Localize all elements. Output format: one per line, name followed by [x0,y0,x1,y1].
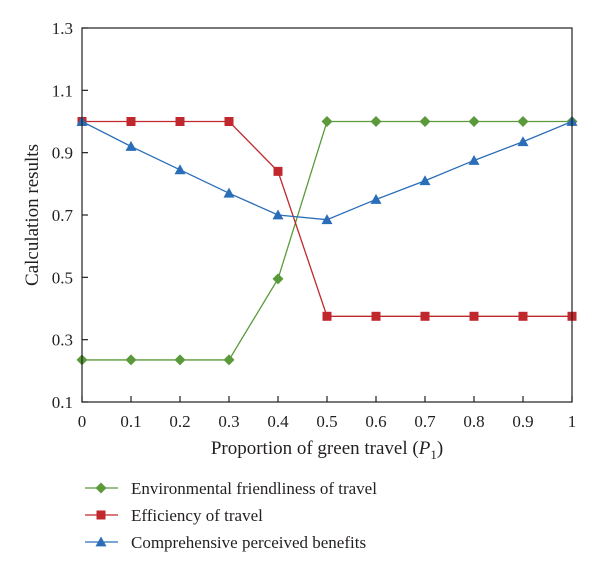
legend-marker-square-icon [96,510,106,520]
legend-label: Efficiency of travel [131,506,263,525]
legend-item-efficiency: Efficiency of travel [85,506,263,525]
legend: Environmental friendliness of travel Effi… [85,479,377,552]
y-tick-label: 0.1 [52,393,73,412]
x-axis-title-subscript: 1 [430,447,437,462]
data-point-efficiency [469,311,479,321]
x-axis-title-text: Proportion of green travel ( [211,438,419,459]
x-axis: 0 0.1 0.2 0.3 0.4 0.5 0.6 0.7 0.8 0.9 1 [78,396,577,431]
y-tick-label: 0.9 [52,144,73,163]
data-point-comprehensive-benefits [517,136,529,147]
data-point-environmental-friendliness [272,273,284,285]
x-tick-label: 0.4 [267,412,289,431]
legend-item-comprehensive-benefits: Comprehensive perceived benefits [85,533,366,552]
data-point-environmental-friendliness [468,116,480,127]
data-point-comprehensive-benefits [468,154,480,165]
x-axis-title-symbol: P [418,438,431,459]
data-point-efficiency [273,166,283,176]
series-comprehensive-benefits [76,116,578,225]
data-point-environmental-friendliness [419,116,431,127]
data-point-environmental-friendliness [223,354,235,366]
data-point-efficiency [371,311,381,321]
x-tick-label: 0.2 [169,412,190,431]
data-point-efficiency [420,311,430,321]
data-point-efficiency [175,117,185,126]
y-tick-label: 0.5 [52,268,73,287]
data-point-efficiency [126,117,136,126]
y-tick-label: 1.1 [52,81,73,100]
legend-marker-triangle-icon [95,536,107,547]
x-tick-label: 0.3 [218,412,239,431]
x-tick-label: 0.6 [365,412,386,431]
plot-series-layer [76,116,578,366]
legend-label: Comprehensive perceived benefits [131,533,366,552]
data-point-efficiency [224,117,234,126]
x-axis-title-close: ) [437,438,443,459]
legend-marker-diamond-icon [95,482,107,494]
x-tick-label: 0.7 [414,412,436,431]
data-point-environmental-friendliness [174,354,186,366]
series-line-comprehensive-benefits [81,120,573,221]
data-point-comprehensive-benefits [370,193,382,204]
data-point-comprehensive-benefits [125,140,137,151]
data-point-environmental-friendliness [517,116,529,127]
legend-item-environmental-friendliness: Environmental friendliness of travel [85,479,377,498]
data-point-comprehensive-benefits [419,175,431,186]
x-tick-label: 0 [78,412,87,431]
series-line-environmental-friendliness [82,120,572,361]
y-tick-label: 1.3 [52,19,73,38]
x-tick-label: 1 [568,412,577,431]
x-tick-label: 0.1 [120,412,141,431]
x-tick-label: 0.5 [316,412,337,431]
data-point-efficiency [518,311,528,321]
data-point-environmental-friendliness [321,116,333,127]
legend-label: Environmental friendliness of travel [131,479,377,498]
data-point-comprehensive-benefits [223,187,235,198]
data-point-environmental-friendliness [125,354,137,366]
x-tick-label: 0.8 [463,412,484,431]
y-tick-label: 0.7 [52,206,74,225]
data-point-comprehensive-benefits [321,214,333,225]
y-axis-title: Calculation results [22,144,43,286]
series-environmental-friendliness [76,116,578,366]
data-point-efficiency [322,311,332,321]
data-point-comprehensive-benefits [272,209,284,220]
y-axis: 0.1 0.3 0.5 0.7 0.9 1.1 1.3 [52,19,88,412]
x-axis-title: Proportion of green travel (P1) [211,438,443,462]
y-tick-label: 0.3 [52,331,73,350]
data-point-environmental-friendliness [370,116,382,127]
data-point-comprehensive-benefits [174,164,186,175]
x-tick-label: 0.9 [512,412,533,431]
